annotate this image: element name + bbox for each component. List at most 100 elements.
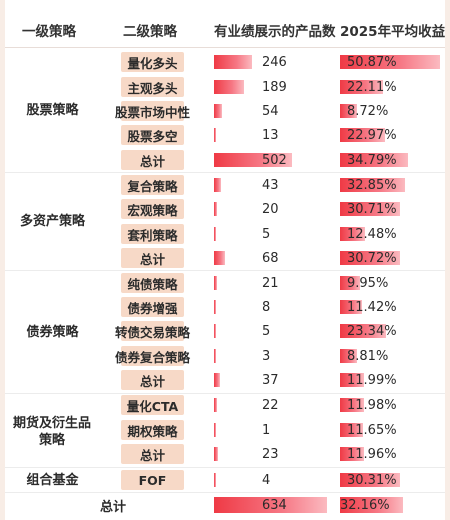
return-bar	[340, 153, 409, 167]
return-value: 11.99%	[347, 372, 397, 388]
count-bar	[214, 104, 223, 118]
return-bar	[340, 202, 401, 216]
count-value: 43	[262, 177, 279, 193]
return-value: 32.85%	[347, 177, 397, 193]
return-value: 23.34%	[347, 323, 397, 339]
level2-tag: 股票多空	[121, 125, 184, 145]
header-count: 有业绩展示的产品数	[214, 24, 336, 40]
return-value: 34.79%	[347, 152, 397, 168]
return-value: 11.65%	[347, 422, 397, 438]
level2-tag: 债券增强	[121, 297, 184, 317]
return-value: 9.95%	[347, 275, 389, 291]
return-value: 11.96%	[347, 446, 397, 462]
grand-total-count-bar	[214, 497, 327, 513]
return-value: 8.81%	[347, 348, 389, 364]
header-level1: 一级策略	[22, 24, 76, 40]
count-bar	[214, 423, 216, 437]
level2-tag: 宏观策略	[121, 199, 184, 219]
count-value: 246	[262, 54, 287, 70]
count-bar	[214, 447, 218, 461]
count-bar	[214, 55, 253, 69]
level2-tag: 期权策略	[121, 420, 184, 440]
return-bar	[340, 423, 363, 437]
count-bar	[214, 349, 216, 363]
return-bar	[340, 104, 358, 118]
group-divider	[5, 467, 445, 468]
level2-tag: 转债交易策略	[115, 321, 190, 341]
count-value: 5	[262, 323, 271, 339]
count-value: 5	[262, 226, 271, 242]
count-value: 68	[262, 250, 279, 266]
return-bar	[340, 178, 405, 192]
header-divider	[5, 47, 445, 48]
count-bar	[214, 128, 217, 142]
grand-total-count: 634	[262, 497, 287, 513]
level2-tag: 总计	[121, 150, 184, 170]
group-label-equity: 股票策略	[26, 102, 79, 118]
return-bar	[340, 251, 401, 265]
count-bar	[214, 227, 216, 241]
return-value: 8.72%	[347, 103, 389, 119]
return-value: 30.71%	[347, 201, 397, 217]
return-bar	[340, 227, 365, 241]
return-value: 11.42%	[347, 299, 397, 315]
count-bar	[214, 373, 220, 387]
return-bar	[340, 398, 364, 412]
group-label-bond: 债券策略	[26, 324, 79, 340]
count-value: 21	[262, 275, 279, 291]
level2-tag: 量化多头	[121, 52, 184, 72]
count-bar	[214, 398, 218, 412]
level2-tag: 总计	[121, 370, 184, 390]
level2-tag: 股票市场中性	[115, 101, 190, 121]
return-bar	[340, 128, 386, 142]
grand-total-label: 总计	[100, 499, 127, 515]
count-bar	[214, 251, 225, 265]
return-bar	[340, 324, 386, 338]
count-value: 1	[262, 422, 271, 438]
return-bar	[340, 80, 384, 94]
count-bar	[214, 276, 218, 290]
count-bar	[214, 473, 216, 487]
level2-tag: 主观多头	[121, 77, 184, 97]
return-value: 12.48%	[347, 226, 397, 242]
level2-tag: 复合策略	[121, 175, 184, 195]
grand-total-return-bar	[340, 497, 404, 513]
return-bar	[340, 349, 358, 363]
return-value: 22.11%	[347, 79, 397, 95]
count-bar	[214, 80, 244, 94]
level2-tag: 套利策略	[121, 224, 184, 244]
count-value: 20	[262, 201, 279, 217]
count-value: 13	[262, 127, 279, 143]
return-bar	[340, 55, 440, 69]
level2-tag: 债券复合策略	[115, 346, 190, 366]
count-bar	[214, 153, 293, 167]
header-return: 2025年平均收益	[340, 24, 446, 40]
count-value: 22	[262, 397, 279, 413]
count-bar	[214, 324, 216, 338]
count-value: 8	[262, 299, 271, 315]
group-label-multi-asset: 多资产策略	[19, 213, 85, 229]
return-bar	[340, 300, 363, 314]
count-value: 189	[262, 79, 287, 95]
count-bar	[214, 178, 221, 192]
group-divider	[5, 492, 445, 493]
count-value: 37	[262, 372, 279, 388]
count-value: 54	[262, 103, 279, 119]
return-value: 30.31%	[347, 472, 397, 488]
count-bar	[214, 202, 218, 216]
return-bar	[340, 447, 364, 461]
level2-tag: 量化CTA	[121, 395, 184, 415]
count-value: 23	[262, 446, 279, 462]
level2-tag: FOF	[121, 470, 184, 490]
group-label-fof: 组合基金	[26, 472, 79, 488]
return-value: 22.97%	[347, 127, 397, 143]
grand-total-return: 32.16%	[340, 497, 390, 513]
level2-tag: 纯债策略	[121, 273, 184, 293]
return-value: 30.72%	[347, 250, 397, 266]
return-value: 11.98%	[347, 397, 397, 413]
group-divider	[5, 172, 445, 173]
return-value: 50.87%	[347, 54, 397, 70]
group-label-futures: 期货及衍生品策略	[12, 416, 91, 448]
return-bar	[340, 473, 400, 487]
level2-tag: 总计	[121, 248, 184, 268]
